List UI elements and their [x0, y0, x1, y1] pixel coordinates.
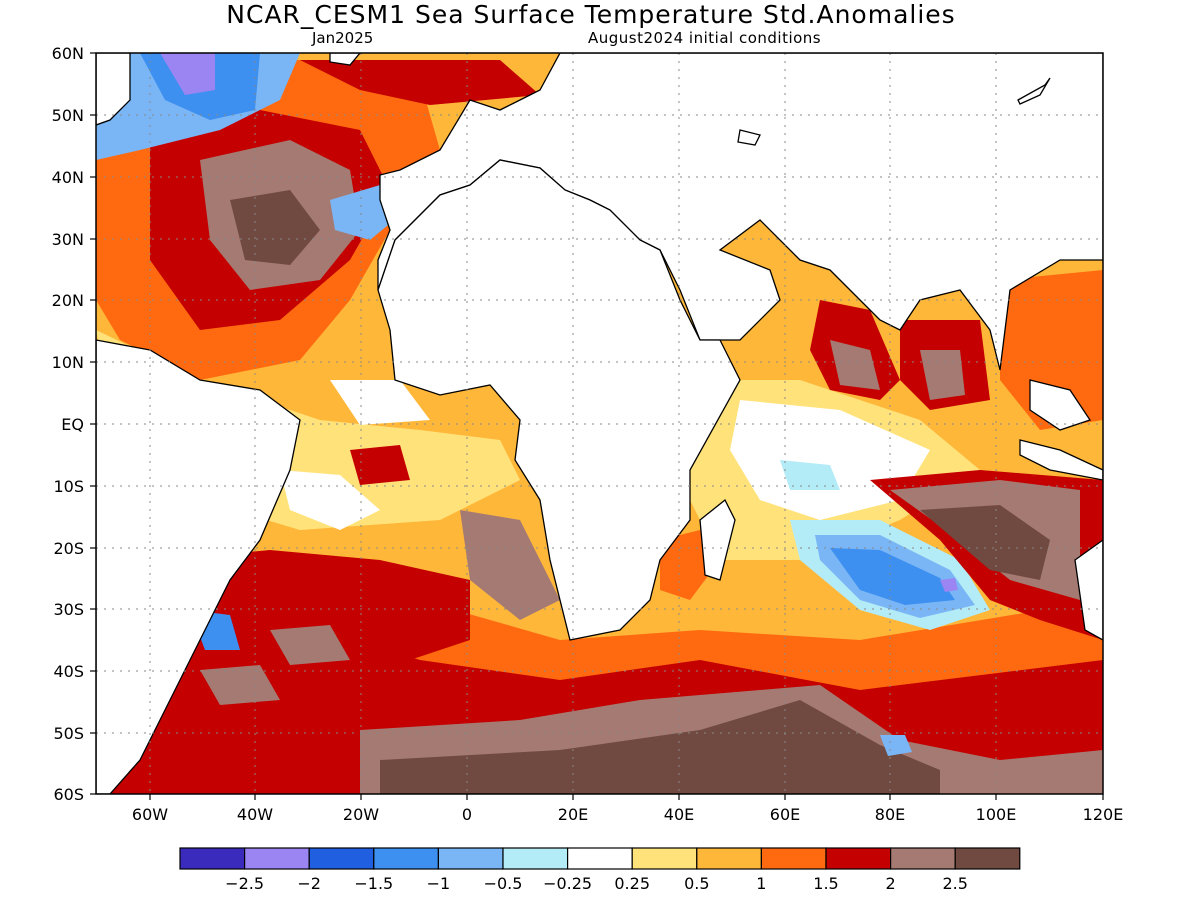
- graticule: [96, 53, 1103, 794]
- tropical-atlantic-neutral: [280, 470, 380, 530]
- south-atlantic-brown-patch: [270, 625, 350, 665]
- lat-label: 50S: [53, 724, 84, 743]
- lon-label: 0: [462, 805, 472, 824]
- colorbar-label: 2.5: [942, 874, 967, 893]
- africa-landmass: [377, 159, 741, 641]
- lon-label: 40E: [664, 805, 694, 824]
- arctic-coast-fragment: [1017, 77, 1051, 105]
- borneo-sumatra: [1029, 379, 1092, 431]
- colorbar-label: −2.5: [225, 874, 264, 893]
- southeast-indian-cool-core: [830, 548, 955, 605]
- kerguelen-cool-patch: [880, 735, 912, 756]
- south-atlantic-red-patch: [350, 445, 410, 485]
- colorbar-label: −2: [297, 874, 321, 893]
- caspian-outline: [737, 129, 761, 146]
- lat-label: 10S: [53, 477, 84, 496]
- lat-label: 30N: [52, 230, 84, 249]
- lon-label: 20E: [558, 805, 588, 824]
- colorbar-label: 1: [756, 874, 766, 893]
- eastern-indian-darkbrown: [920, 505, 1050, 580]
- australia-edge: [1074, 539, 1103, 641]
- indian-ocean-slight-cool: [780, 460, 840, 490]
- lat-label: 20S: [53, 539, 84, 558]
- lat-ticks: [90, 52, 96, 795]
- south-atlantic-brown-patch-2: [200, 665, 280, 705]
- lat-label: 20N: [52, 291, 84, 310]
- lat-label: 60S: [53, 785, 84, 804]
- colorbar-label: −0.25: [543, 874, 592, 893]
- colorbar-boxes: [179, 847, 1021, 870]
- lon-label: 60E: [770, 805, 800, 824]
- lat-labels: 60N 50N 40N 30N 20N 10N EQ 10S 20S 30S 4…: [52, 44, 84, 804]
- lon-label: 60W: [132, 805, 168, 824]
- southeast-indian-coldest: [940, 578, 958, 592]
- colorbar-swatch: [244, 847, 310, 870]
- north-atlantic-darkbrown: [230, 190, 320, 265]
- map-plot-area: [96, 53, 1103, 794]
- norwegian-sea-field: [300, 60, 540, 105]
- colorbar-swatch: [373, 847, 439, 870]
- initial-conditions-label: August2024 initial conditions: [588, 29, 822, 47]
- colorbar-swatch: [502, 847, 569, 870]
- lat-label: 50N: [52, 106, 84, 125]
- south-atlantic-red: [160, 550, 470, 670]
- landmasses: [96, 53, 1103, 794]
- lon-label: 40W: [237, 805, 273, 824]
- colorbar-labels: −2.5 −2 −1.5 −1 −0.5 −0.25 0.25 0.5 1 1.5 2 2.5: [225, 874, 968, 893]
- lat-label: 60N: [52, 44, 84, 63]
- colorbar-swatch: [889, 847, 956, 870]
- lon-label: 20W: [343, 805, 379, 824]
- colorbar-swatch: [825, 847, 892, 870]
- lon-label: 120E: [1083, 805, 1124, 824]
- colorbar-swatch: [437, 847, 504, 870]
- target-month-label: Jan2025: [312, 29, 374, 47]
- colorbar-swatch: [696, 847, 762, 870]
- lat-label: EQ: [61, 415, 84, 434]
- lat-label: 10N: [52, 353, 84, 372]
- colorbar-swatch: [760, 847, 827, 870]
- southern-ocean-darkbrown: [380, 700, 940, 794]
- colorbar-label: −0.5: [484, 874, 523, 893]
- lon-ticks: [149, 794, 1104, 800]
- lat-label: 40S: [53, 662, 84, 681]
- lon-label: 80E: [875, 805, 905, 824]
- madagascar: [699, 498, 736, 581]
- lat-label: 30S: [53, 600, 84, 619]
- colorbar-label: −1: [427, 874, 451, 893]
- colorbar-label: 0.5: [684, 874, 709, 893]
- lon-labels: 60W 40W 20W 0 20E 40E 60E 80E 100E 120E: [132, 805, 1123, 824]
- south-china-sea-field: [1000, 270, 1103, 430]
- colorbar-label: 1.5: [813, 874, 838, 893]
- lat-label: 40N: [52, 168, 84, 187]
- arabian-sea-brown: [830, 340, 880, 390]
- colorbar-label: 0.25: [614, 874, 650, 893]
- colorbar-swatch: [179, 847, 246, 870]
- benguela-brown: [460, 510, 560, 620]
- map-title: NCAR_CESM1 Sea Surface Temperature Std.A…: [226, 0, 956, 29]
- colorbar-swatch: [954, 847, 1021, 870]
- lon-label: 100E: [976, 805, 1017, 824]
- indian-ocean-neutral: [730, 400, 930, 520]
- gulf-of-guinea-neutral: [330, 380, 430, 425]
- labrador-coldest: [160, 53, 215, 95]
- colorbar-swatch: [566, 847, 633, 870]
- colorbar-swatch: [308, 847, 375, 870]
- south-america-landmass: [96, 339, 301, 794]
- colorbar-label: −1.5: [354, 874, 393, 893]
- north-america-edge: [96, 53, 131, 126]
- greenland-edge: [329, 53, 361, 66]
- colorbar-swatch: [631, 847, 698, 870]
- java-island: [1019, 439, 1103, 481]
- colorbar-label: 2: [886, 874, 896, 893]
